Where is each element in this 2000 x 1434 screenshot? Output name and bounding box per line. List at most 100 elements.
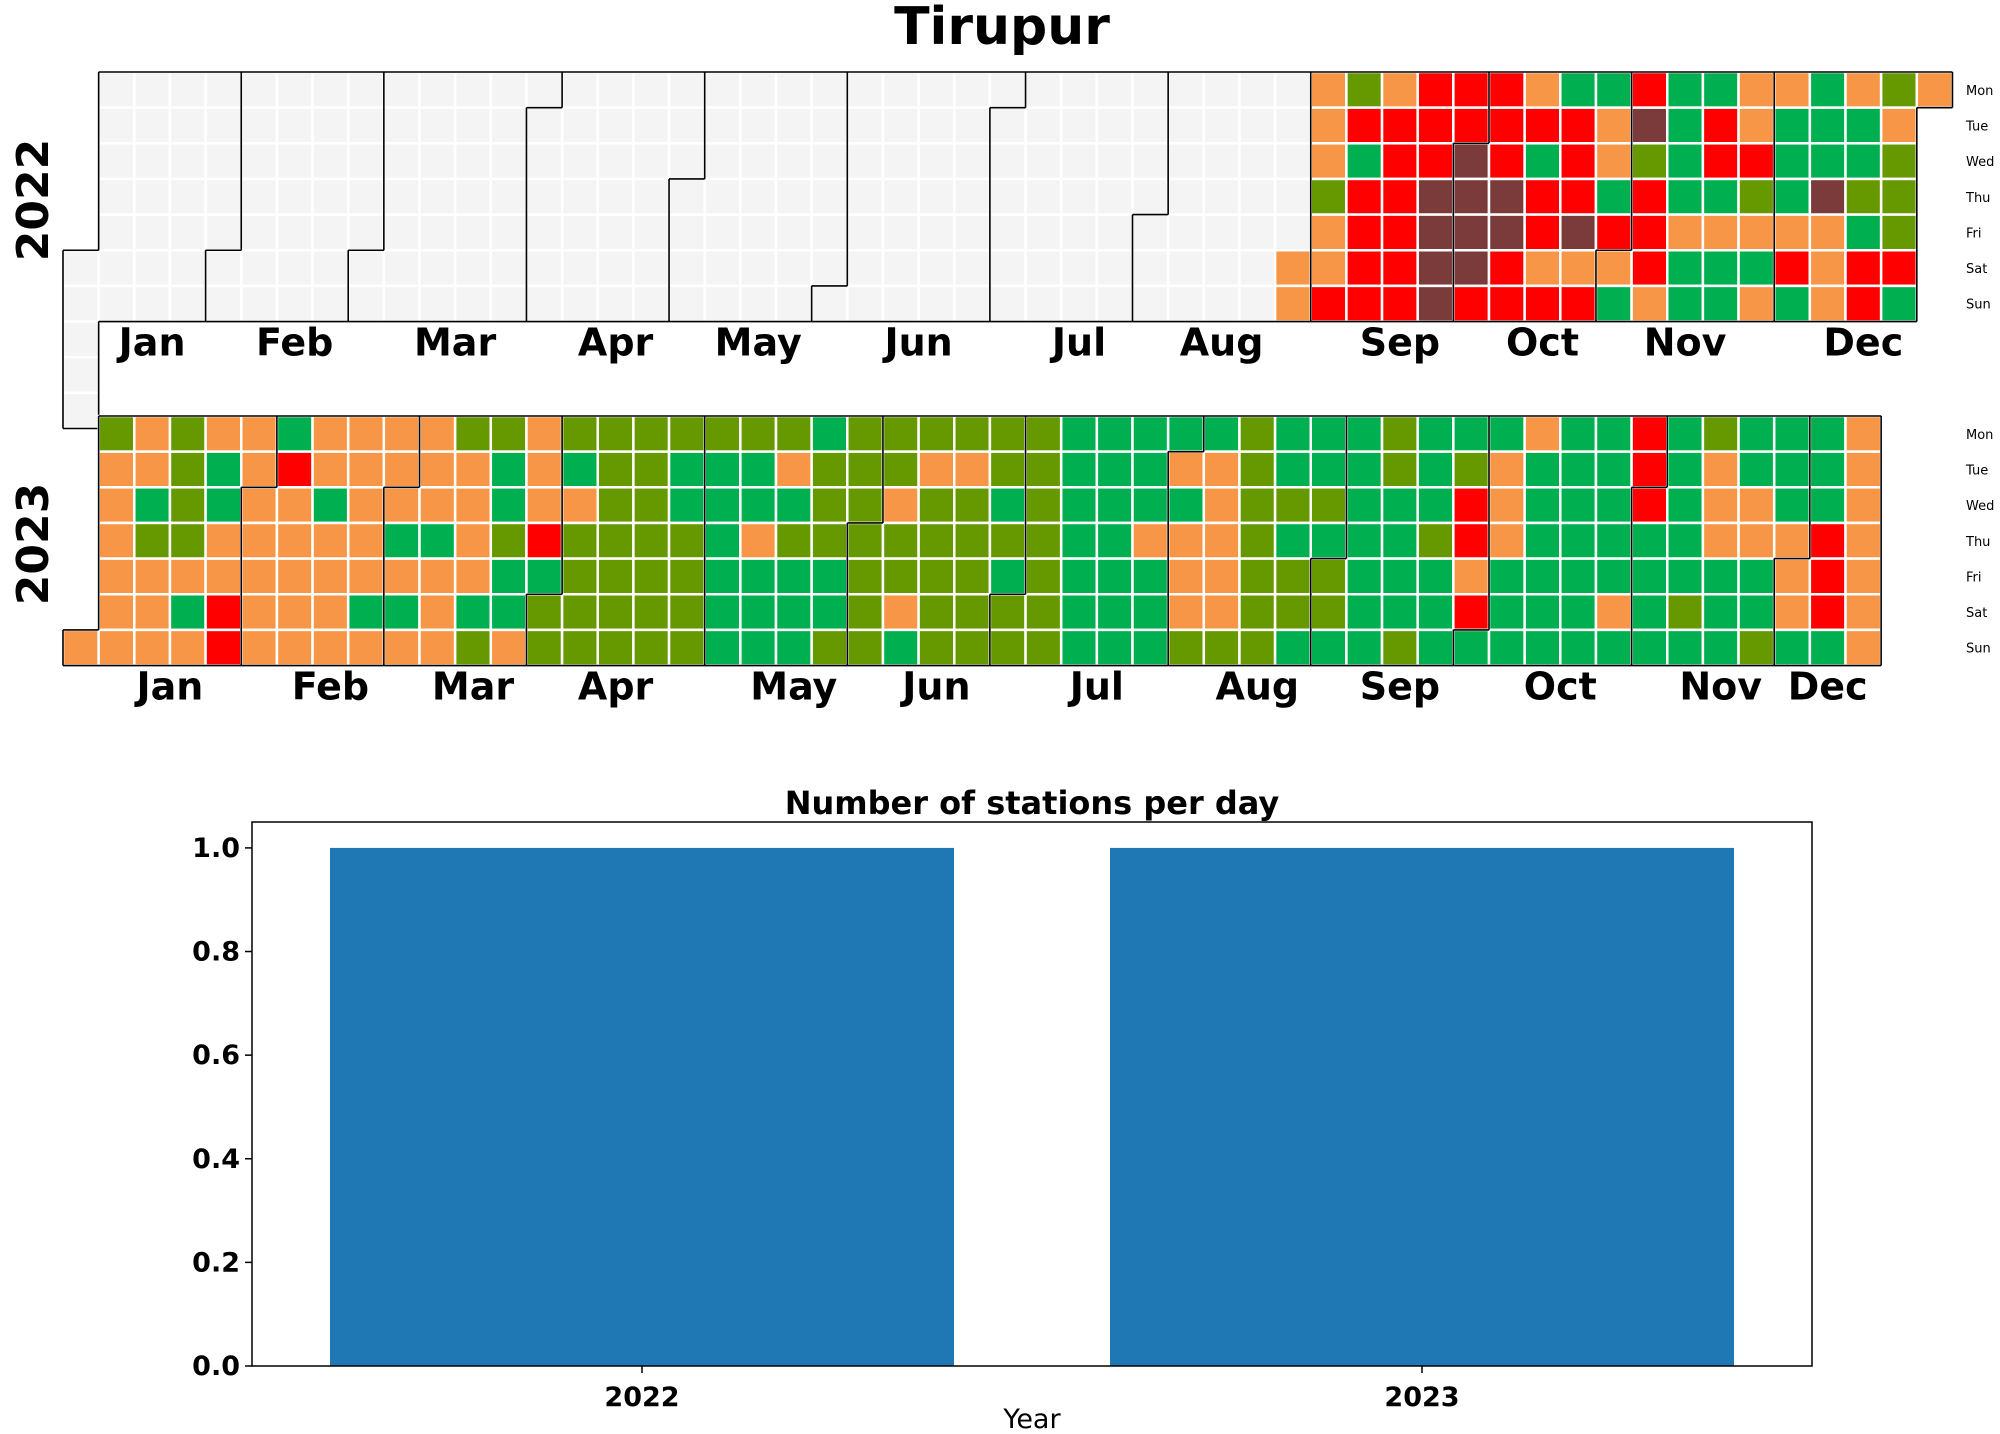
day-cell	[346, 249, 386, 288]
day-cell	[1202, 249, 1241, 288]
day-cell	[453, 249, 493, 288]
day-cell	[917, 284, 956, 323]
day-cell	[1666, 628, 1705, 667]
weekday-label: Thu	[1965, 191, 1990, 206]
day-cell	[1808, 450, 1847, 489]
day-cell	[810, 450, 849, 489]
day-cell	[275, 521, 314, 560]
day-cell	[1345, 142, 1384, 181]
day-cell	[703, 284, 742, 323]
day-cell	[881, 557, 920, 596]
day-cell	[275, 628, 314, 667]
day-cell	[632, 142, 671, 181]
day-cell	[453, 521, 493, 560]
day-cell	[846, 177, 885, 216]
day-cell	[382, 593, 421, 632]
day-cell	[667, 450, 706, 489]
day-cell	[810, 70, 849, 109]
day-cell	[1452, 106, 1491, 145]
day-cell	[1131, 593, 1170, 632]
day-cell	[1737, 213, 1776, 252]
day-cell	[1559, 521, 1598, 560]
day-cell	[1630, 593, 1669, 632]
day-cell	[1309, 557, 1348, 596]
day-cell	[846, 249, 885, 288]
month-label: Aug	[1215, 665, 1299, 709]
day-cell	[632, 177, 671, 216]
day-cell	[1559, 70, 1598, 109]
y-tick-label: 0.2	[192, 1247, 240, 1278]
day-cell	[953, 106, 992, 145]
day-cell	[988, 177, 1027, 216]
day-cell	[1238, 249, 1277, 288]
day-cell	[61, 249, 100, 288]
day-cell	[774, 628, 813, 667]
day-cell	[525, 593, 564, 632]
day-cell	[1452, 249, 1491, 288]
day-cell	[1701, 249, 1740, 288]
day-cell	[1309, 177, 1348, 216]
day-cell	[1380, 593, 1419, 632]
day-cell	[133, 593, 172, 632]
day-cell	[418, 70, 457, 109]
day-cell	[525, 106, 564, 145]
day-cell	[382, 249, 421, 288]
day-cell	[739, 142, 778, 181]
day-cell	[1737, 628, 1776, 667]
day-cell	[1345, 213, 1384, 252]
day-cell	[1666, 142, 1705, 181]
day-cell	[1879, 249, 1919, 288]
day-cell	[1666, 213, 1705, 252]
day-cell	[1273, 284, 1312, 323]
day-cell	[1273, 628, 1312, 667]
day-cell	[560, 557, 599, 596]
day-cell	[632, 106, 671, 145]
day-cell	[204, 106, 243, 145]
day-cell	[560, 106, 599, 145]
day-cell	[1452, 557, 1491, 596]
month-label: Jan	[133, 665, 203, 709]
day-cell	[1737, 70, 1776, 109]
day-cell	[596, 593, 635, 632]
day-cell	[133, 142, 172, 181]
day-cell	[667, 628, 706, 667]
day-cell	[418, 486, 457, 525]
day-cell	[1238, 414, 1277, 453]
month-label: Nov	[1679, 665, 1762, 709]
day-cell	[881, 521, 920, 560]
day-cell	[275, 106, 314, 145]
day-cell	[240, 557, 279, 596]
day-cell	[1737, 450, 1776, 489]
day-cell	[240, 414, 279, 453]
day-cell	[97, 106, 136, 145]
month-label: Jun	[881, 321, 952, 365]
day-cell	[453, 106, 493, 145]
day-cell	[774, 177, 813, 216]
weekday-label: Mon	[1966, 428, 1993, 443]
day-cell	[560, 414, 599, 453]
day-cell	[1416, 628, 1455, 667]
day-cell	[168, 414, 207, 453]
day-cell	[204, 557, 243, 596]
day-cell	[739, 521, 778, 560]
day-cell	[1452, 177, 1491, 216]
weekday-label: Sun	[1966, 642, 1991, 657]
day-cell	[275, 486, 314, 525]
day-cell	[240, 284, 279, 323]
day-cell	[1166, 249, 1206, 288]
day-cell	[418, 521, 457, 560]
day-cell	[1487, 450, 1526, 489]
day-cell	[1095, 557, 1134, 596]
day-cell	[1059, 70, 1099, 109]
day-cell	[1416, 521, 1455, 560]
day-cell	[418, 557, 457, 596]
day-cell	[1416, 557, 1455, 596]
day-cell	[667, 557, 706, 596]
day-cell	[311, 177, 350, 216]
day-cell	[346, 106, 386, 145]
day-cell	[453, 628, 493, 667]
day-cell	[1416, 213, 1455, 252]
day-cell	[1024, 284, 1063, 323]
day-cell	[97, 414, 136, 453]
day-cell	[1309, 593, 1348, 632]
